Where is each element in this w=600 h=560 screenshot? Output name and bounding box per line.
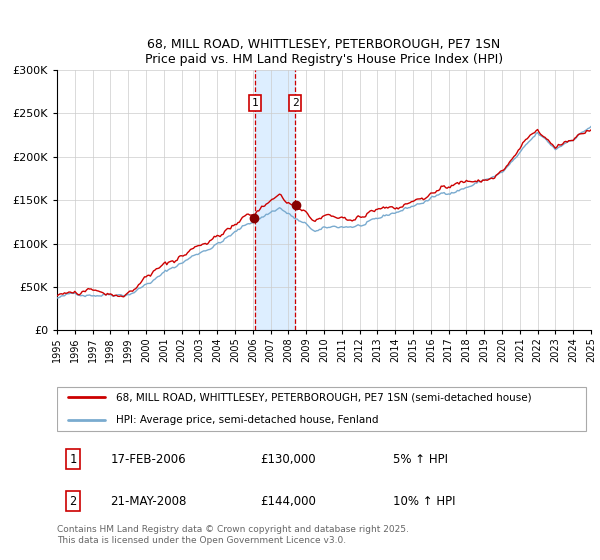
Title: 68, MILL ROAD, WHITTLESEY, PETERBOROUGH, PE7 1SN
Price paid vs. HM Land Registry: 68, MILL ROAD, WHITTLESEY, PETERBOROUGH,… [145,38,503,66]
Text: £130,000: £130,000 [260,452,316,465]
FancyBboxPatch shape [57,387,586,431]
Text: 2: 2 [70,494,77,508]
Text: Contains HM Land Registry data © Crown copyright and database right 2025.
This d: Contains HM Land Registry data © Crown c… [57,525,409,545]
Text: £144,000: £144,000 [260,494,316,508]
Text: 10% ↑ HPI: 10% ↑ HPI [394,494,456,508]
Bar [255,70,295,330]
Text: 21-MAY-2008: 21-MAY-2008 [110,494,187,508]
Text: 2: 2 [292,98,299,108]
Text: 68, MILL ROAD, WHITTLESEY, PETERBOROUGH, PE7 1SN (semi-detached house): 68, MILL ROAD, WHITTLESEY, PETERBOROUGH,… [116,392,532,402]
Text: 5% ↑ HPI: 5% ↑ HPI [394,452,448,465]
Text: 1: 1 [70,452,77,465]
Text: 17-FEB-2006: 17-FEB-2006 [110,452,186,465]
Text: 1: 1 [251,98,259,108]
Text: HPI: Average price, semi-detached house, Fenland: HPI: Average price, semi-detached house,… [116,416,378,426]
